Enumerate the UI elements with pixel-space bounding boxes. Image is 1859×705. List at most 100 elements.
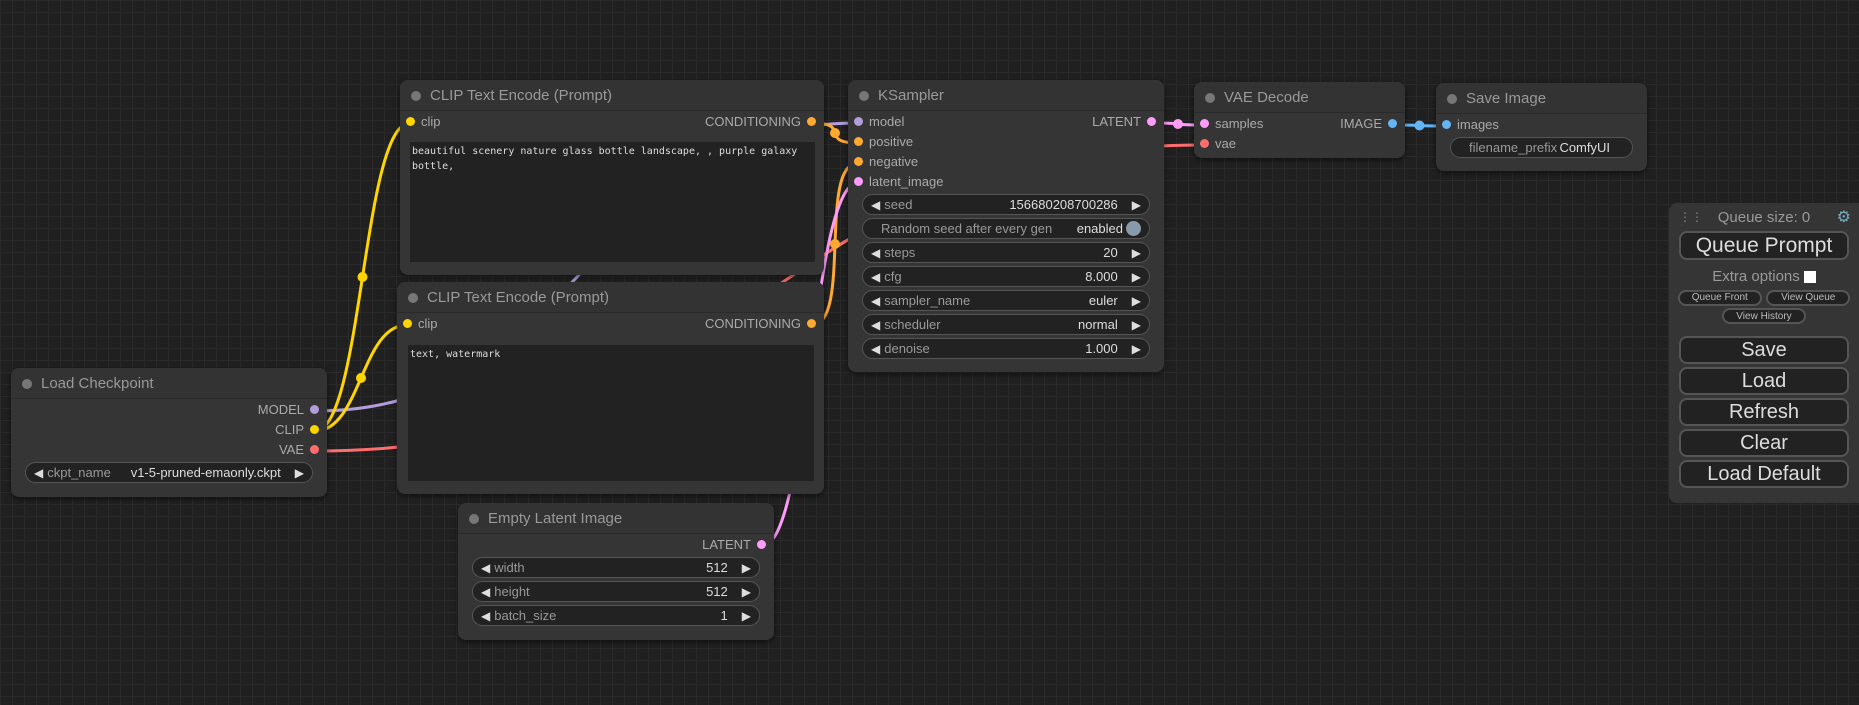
output-slot-vae[interactable]: VAE — [279, 439, 319, 459]
input-slot-latent_image[interactable]: latent_image — [854, 171, 943, 191]
decrement-arrow-icon[interactable]: ◀ — [34, 465, 44, 480]
latent-dot-icon[interactable] — [854, 176, 863, 186]
input-slot-images[interactable]: images — [1442, 114, 1499, 134]
link-midpoint-icon[interactable] — [1173, 119, 1183, 129]
input-slot-clip[interactable]: clip — [406, 111, 441, 131]
increment-arrow-icon[interactable]: ▶ — [741, 584, 751, 599]
decrement-arrow-icon[interactable]: ◀ — [871, 269, 881, 284]
node-title[interactable]: Save Image — [1436, 83, 1647, 114]
node-title[interactable]: VAE Decode — [1194, 82, 1405, 113]
increment-arrow-icon[interactable]: ▶ — [1131, 341, 1141, 356]
save-button[interactable]: Save — [1679, 336, 1849, 364]
input-slot-model[interactable]: model — [854, 111, 904, 131]
node-save[interactable]: Save Image images filename_prefix ComfyUI — [1436, 83, 1647, 171]
decrement-arrow-icon[interactable]: ◀ — [481, 584, 491, 599]
node-ckpt[interactable]: Load Checkpoint MODEL CLIP VAE ◀ ckpt_name v1-… — [11, 368, 327, 497]
clip-dot-icon[interactable] — [310, 424, 319, 434]
toggle-knob-icon[interactable] — [1126, 221, 1141, 236]
widget-width[interactable]: ◀ width 512 ▶ — [472, 557, 760, 578]
widget-steps[interactable]: ◀ steps 20 ▶ — [862, 242, 1150, 263]
load-default-button[interactable]: Load Default — [1679, 460, 1849, 488]
decrement-arrow-icon[interactable]: ◀ — [871, 293, 881, 308]
node-clip1[interactable]: CLIP Text Encode (Prompt) clip CONDITIONIN… — [400, 80, 824, 275]
node-latent[interactable]: Empty Latent Image LATENT ◀ width 512 ▶ ◀ heigh… — [458, 503, 774, 640]
clip-dot-icon[interactable] — [403, 318, 412, 328]
decrement-arrow-icon[interactable]: ◀ — [871, 317, 881, 332]
output-slot-image[interactable]: IMAGE — [1340, 113, 1397, 133]
clip-dot-icon[interactable] — [406, 116, 415, 126]
model-dot-icon[interactable] — [854, 116, 863, 126]
increment-arrow-icon[interactable]: ▶ — [741, 608, 751, 623]
vae-dot-icon[interactable] — [310, 444, 319, 454]
increment-arrow-icon[interactable]: ▶ — [1131, 245, 1141, 260]
widget-cfg[interactable]: ◀ cfg 8.000 ▶ — [862, 266, 1150, 287]
widget-filename_prefix[interactable]: filename_prefix ComfyUI — [1450, 137, 1633, 158]
widget-ckpt_name[interactable]: ◀ ckpt_name v1-5-pruned-emaonly.ckpt ▶ — [25, 462, 313, 483]
clear-button[interactable]: Clear — [1679, 429, 1849, 457]
latent-dot-icon[interactable] — [1200, 118, 1209, 128]
prompt-textarea[interactable]: beautiful scenery nature glass bottle la… — [410, 142, 815, 262]
conditioning-dot-icon[interactable] — [807, 116, 816, 126]
node-clip2[interactable]: CLIP Text Encode (Prompt) clip CONDITIONIN… — [397, 282, 824, 494]
output-slot-latent[interactable]: LATENT — [1092, 111, 1156, 131]
output-slot-clip[interactable]: CLIP — [275, 419, 319, 439]
decrement-arrow-icon[interactable]: ◀ — [481, 608, 491, 623]
conditioning-dot-icon[interactable] — [854, 156, 863, 166]
conditioning-dot-icon[interactable] — [854, 136, 863, 146]
input-slot-positive[interactable]: positive — [854, 131, 913, 151]
decrement-arrow-icon[interactable]: ◀ — [871, 245, 881, 260]
link-midpoint-icon[interactable] — [830, 239, 840, 249]
image-dot-icon[interactable] — [1442, 119, 1451, 129]
model-dot-icon[interactable] — [310, 404, 319, 414]
node-ksampler[interactable]: KSampler model LATENT positive negative laten… — [848, 80, 1164, 372]
output-slot-conditioning[interactable]: CONDITIONING — [705, 111, 816, 131]
output-slot-model[interactable]: MODEL — [258, 399, 319, 419]
widget-denoise[interactable]: ◀ denoise 1.000 ▶ — [862, 338, 1150, 359]
input-slot-samples[interactable]: samples — [1200, 113, 1263, 133]
decrement-arrow-icon[interactable]: ◀ — [871, 341, 881, 356]
output-slot-conditioning[interactable]: CONDITIONING — [705, 313, 816, 333]
settings-gear-icon[interactable]: ⚙ — [1836, 209, 1851, 226]
conditioning-dot-icon[interactable] — [807, 318, 816, 328]
node-title[interactable]: Empty Latent Image — [458, 503, 774, 534]
queue-prompt-button[interactable]: Queue Prompt — [1679, 231, 1849, 260]
drag-handle-icon[interactable]: ⋮⋮ — [1679, 210, 1703, 224]
widget-batch_size[interactable]: ◀ batch_size 1 ▶ — [472, 605, 760, 626]
node-title[interactable]: CLIP Text Encode (Prompt) — [397, 282, 824, 313]
image-dot-icon[interactable] — [1388, 118, 1397, 128]
node-title[interactable]: KSampler — [848, 80, 1164, 111]
widget-height[interactable]: ◀ height 512 ▶ — [472, 581, 760, 602]
prompt-textarea[interactable]: text, watermark — [408, 345, 814, 481]
view-history-button[interactable]: View History — [1722, 308, 1806, 324]
increment-arrow-icon[interactable]: ▶ — [1131, 317, 1141, 332]
node-title[interactable]: Load Checkpoint — [11, 368, 327, 399]
link-midpoint-icon[interactable] — [357, 272, 368, 282]
latent-dot-icon[interactable] — [1147, 116, 1156, 126]
widget-seed[interactable]: ◀ seed 156680208700286 ▶ — [862, 194, 1150, 215]
widget-random-seed-after-every-gen[interactable]: Random seed after every gen enabled — [862, 218, 1150, 239]
node-vaedecode[interactable]: VAE Decode samples IMAGE vae — [1194, 82, 1405, 158]
latent-dot-icon[interactable] — [757, 539, 766, 549]
link-midpoint-icon[interactable] — [356, 373, 366, 383]
input-slot-clip[interactable]: clip — [403, 313, 438, 333]
link-midpoint-icon[interactable] — [830, 128, 840, 138]
queue-front-button[interactable]: Queue Front — [1677, 289, 1762, 306]
node-title[interactable]: CLIP Text Encode (Prompt) — [400, 80, 824, 111]
view-queue-button[interactable]: View Queue — [1766, 289, 1851, 306]
input-slot-vae[interactable]: vae — [1200, 133, 1236, 153]
output-slot-latent[interactable]: LATENT — [702, 534, 766, 554]
decrement-arrow-icon[interactable]: ◀ — [871, 197, 881, 212]
decrement-arrow-icon[interactable]: ◀ — [481, 560, 491, 575]
link-midpoint-icon[interactable] — [1414, 120, 1425, 131]
widget-sampler_name[interactable]: ◀ sampler_name euler ▶ — [862, 290, 1150, 311]
input-slot-negative[interactable]: negative — [854, 151, 918, 171]
increment-arrow-icon[interactable]: ▶ — [741, 560, 751, 575]
load-button[interactable]: Load — [1679, 367, 1849, 395]
increment-arrow-icon[interactable]: ▶ — [294, 465, 304, 480]
increment-arrow-icon[interactable]: ▶ — [1131, 197, 1141, 212]
refresh-button[interactable]: Refresh — [1679, 398, 1849, 426]
widget-scheduler[interactable]: ◀ scheduler normal ▶ — [862, 314, 1150, 335]
vae-dot-icon[interactable] — [1200, 138, 1209, 148]
increment-arrow-icon[interactable]: ▶ — [1131, 269, 1141, 284]
extra-options-checkbox[interactable] — [1803, 270, 1816, 283]
